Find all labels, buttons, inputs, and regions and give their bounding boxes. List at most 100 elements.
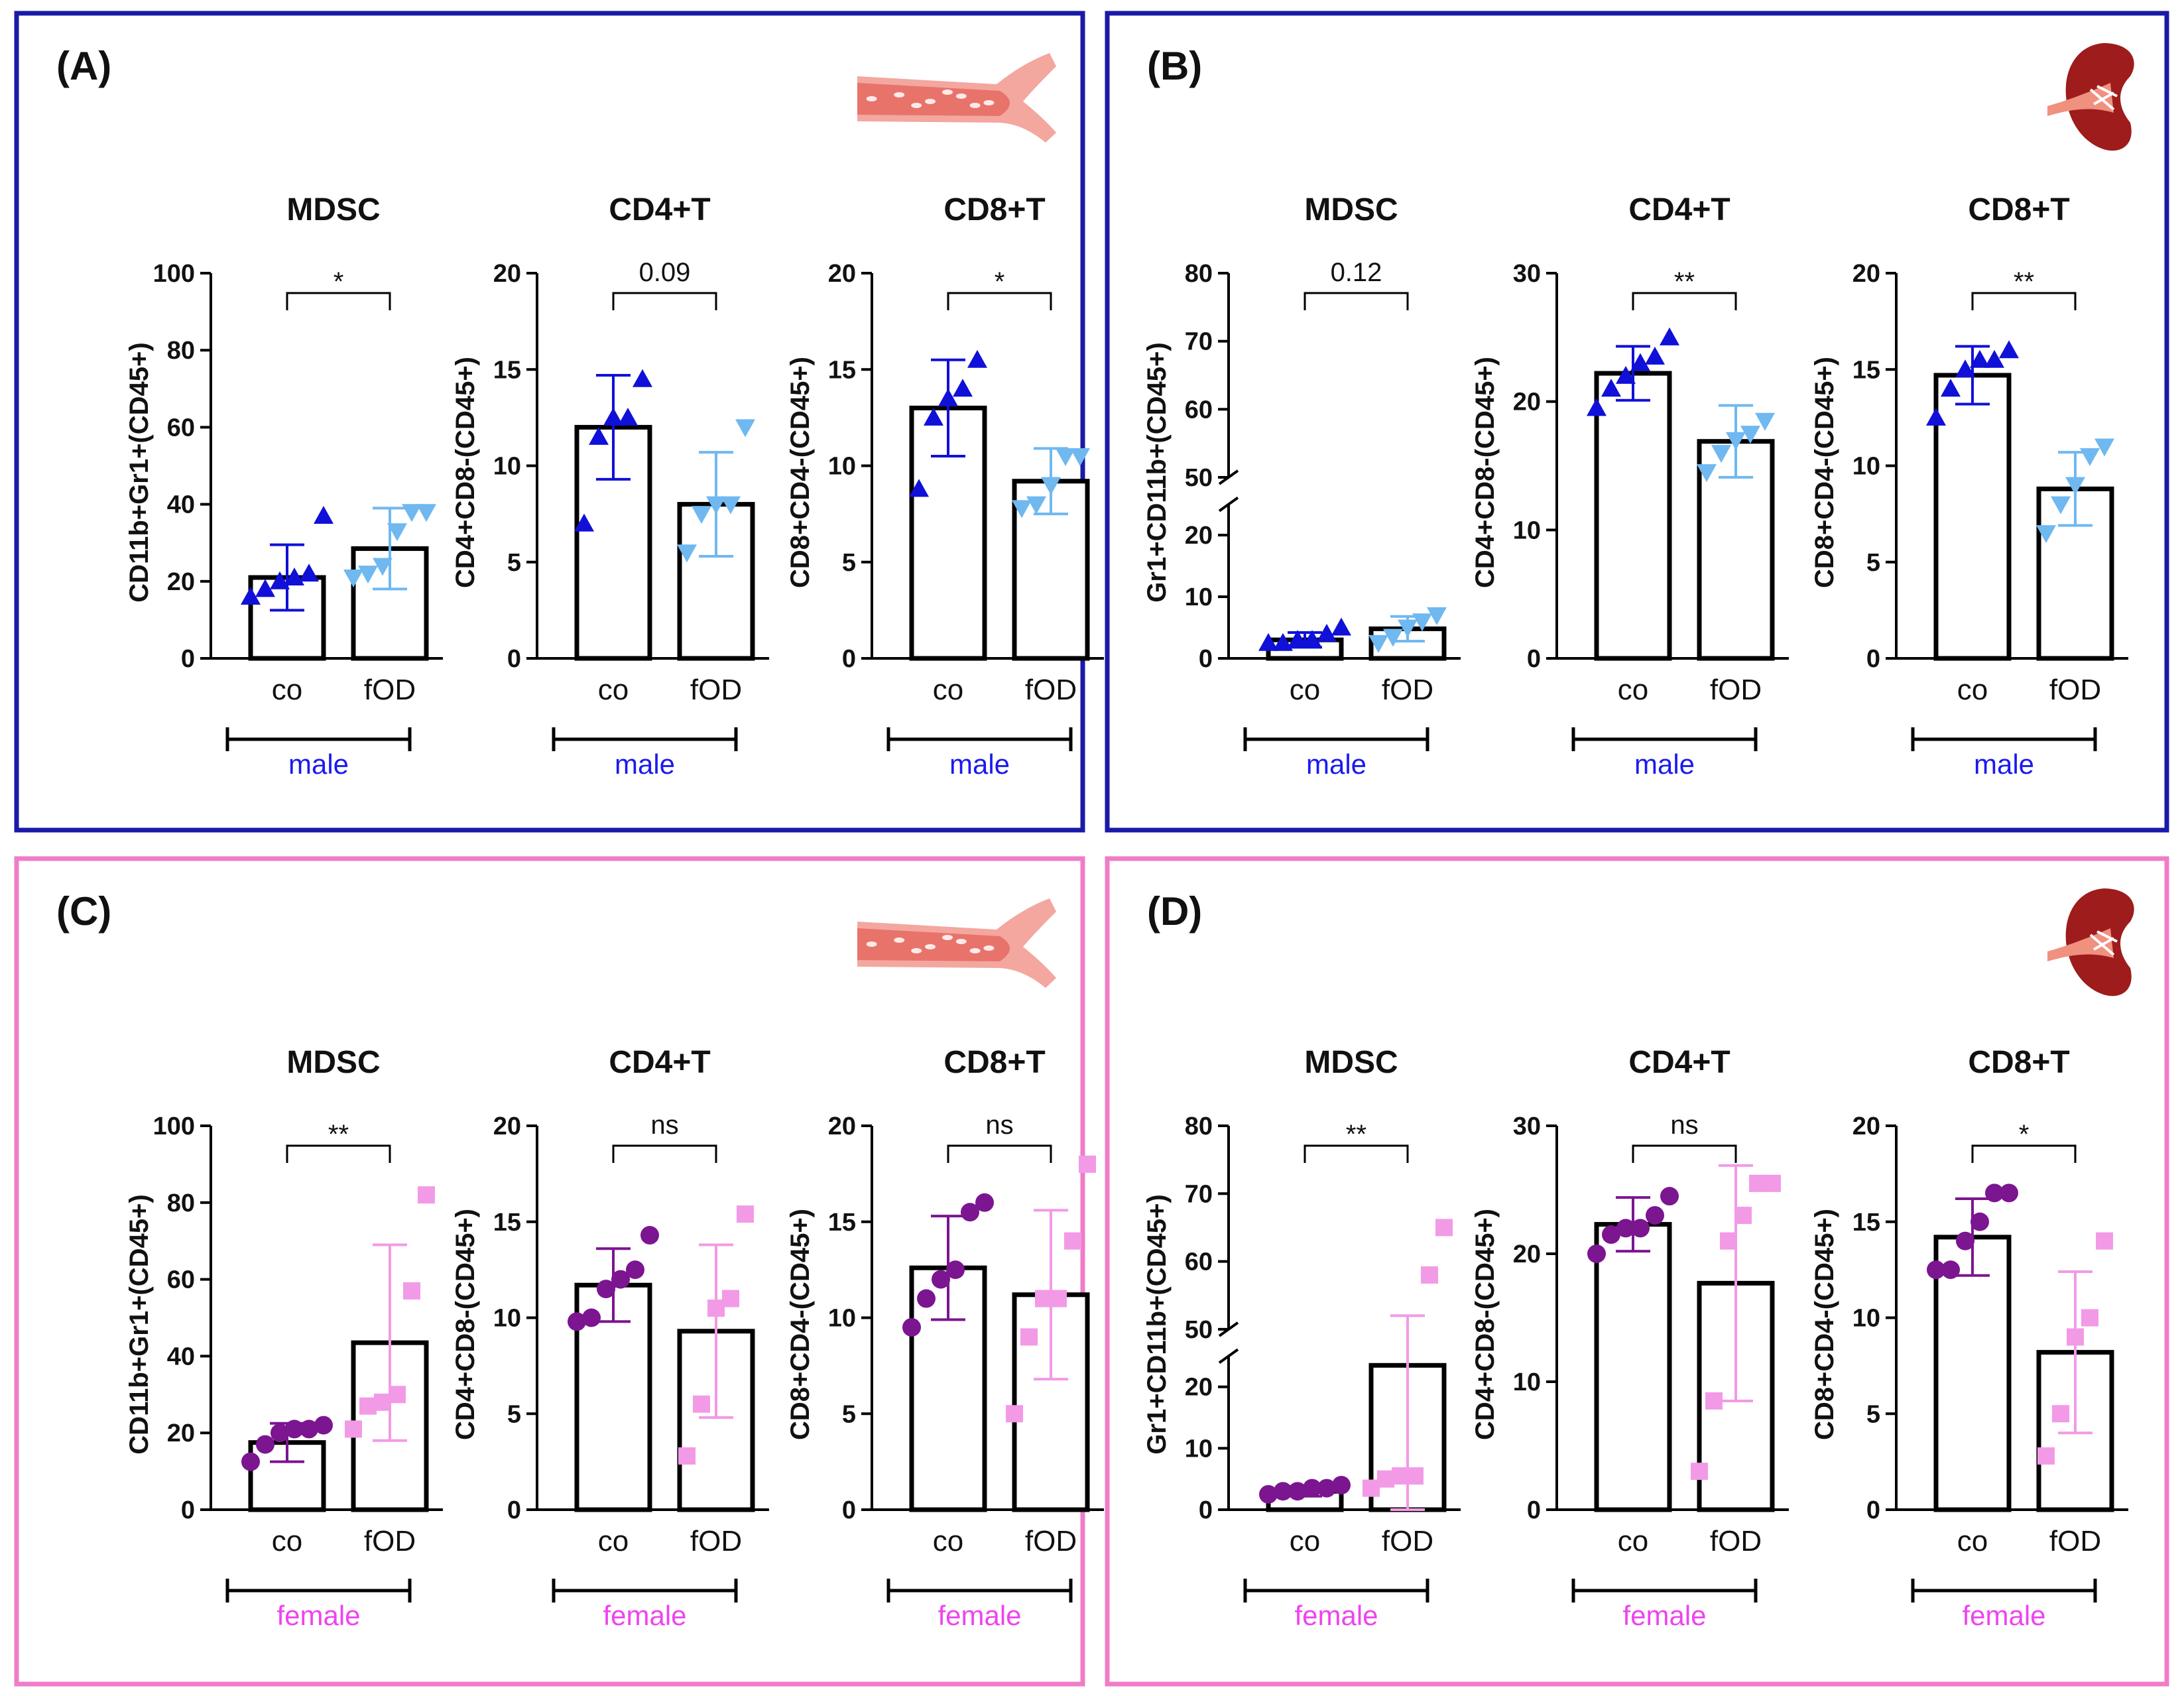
- category-label: co: [598, 1525, 629, 1557]
- data-point: [1711, 445, 1731, 463]
- data-point: [359, 1397, 377, 1415]
- chart-c-cd8t: 0 5 10 15 20 CD8+CD4-(CD45+) CD8+T ns co fOD femal…: [786, 1045, 1104, 1631]
- data-point: [271, 1423, 289, 1443]
- data-point: [387, 523, 407, 542]
- significance-bracket: [1304, 292, 1409, 310]
- y-tick-label: 20: [1513, 1241, 1541, 1268]
- significance-label: **: [1674, 267, 1695, 296]
- chart-title: CD4+T: [1628, 1045, 1730, 1080]
- chart-a-mdsc: 0 20 40 60 80 100 CD11b+Gr1+(CD45+) MDSC * co fOD m…: [125, 192, 443, 780]
- y-tick-label: 60: [1185, 1248, 1213, 1276]
- data-point: [1764, 1174, 1781, 1192]
- y-axis-label: Gr1+CD11b+(CD45+): [1142, 1194, 1172, 1454]
- data-point: [374, 1393, 391, 1411]
- data-point: [1749, 1174, 1766, 1192]
- data-point: [1363, 1479, 1380, 1497]
- bar-co: [1933, 373, 2012, 661]
- data-point: [735, 419, 755, 438]
- data-point: [1383, 629, 1403, 647]
- data-point: [975, 1193, 994, 1212]
- category-label: fOD: [1382, 1525, 1433, 1557]
- renal-pelvis: [2089, 85, 2118, 111]
- y-tick-label: 30: [1513, 1113, 1541, 1140]
- significance-bracket: [612, 1144, 717, 1163]
- y-tick-label: 0: [1199, 1496, 1213, 1524]
- data-point: [1317, 1479, 1336, 1498]
- data-point: [1020, 1328, 1038, 1346]
- data-point: [1427, 607, 1447, 625]
- data-point: [1435, 1219, 1453, 1237]
- panel-border: [14, 856, 1085, 1687]
- data-point: [1012, 500, 1032, 518]
- data-point: [1392, 1467, 1409, 1485]
- data-point: [373, 558, 393, 576]
- data-point: [1587, 398, 1607, 416]
- y-tick-label: 80: [167, 1189, 195, 1217]
- data-point: [2037, 1447, 2055, 1465]
- category-label: fOD: [1710, 1525, 1762, 1557]
- y-tick-label: 10: [1185, 583, 1213, 611]
- data-point: [677, 544, 697, 563]
- data-point: [1006, 1405, 1023, 1423]
- data-point: [1616, 1219, 1635, 1238]
- chart-d-cd8t: 0 5 10 15 20 CD8+CD4-(CD45+) CD8+T * co fOD female: [1810, 1045, 2128, 1631]
- y-tick-label: 15: [828, 356, 856, 384]
- group-label: female: [938, 1600, 1021, 1631]
- data-point: [1026, 496, 1046, 515]
- y-tick-label: 20: [1185, 522, 1213, 550]
- y-tick-label: 80: [1185, 1113, 1213, 1140]
- y-tick-label: 60: [167, 1266, 195, 1294]
- data-point: [1955, 359, 1975, 378]
- significance-label: **: [328, 1120, 349, 1149]
- group-label: female: [1294, 1600, 1378, 1631]
- y-tick-label: 20: [167, 568, 195, 596]
- group-label: male: [949, 749, 1010, 780]
- data-point: [2080, 448, 2100, 466]
- blood-cell: [983, 100, 995, 105]
- panel-b: (B): [1105, 11, 2169, 833]
- chart-title: MDSC: [286, 192, 380, 227]
- renal-vessel: [2047, 928, 2114, 961]
- blood-cell: [925, 944, 936, 949]
- data-point: [692, 506, 711, 524]
- y-tick-label: 80: [1185, 260, 1213, 288]
- data-point: [618, 407, 638, 426]
- y-tick-label: 5: [507, 1400, 521, 1428]
- y-tick-label: 0: [1199, 645, 1213, 673]
- data-point: [1999, 340, 2019, 359]
- blood-cell: [911, 103, 922, 108]
- blood-cell: [894, 938, 905, 943]
- y-tick-label: 20: [167, 1420, 195, 1447]
- y-tick-label: 0: [1866, 645, 1880, 673]
- y-tick-label: 5: [1866, 549, 1880, 577]
- chart-c-cd4t: 0 5 10 15 20 CD4+CD8-(CD45+) CD4+T ns co fOD femal…: [451, 1045, 769, 1631]
- data-point: [626, 1260, 644, 1280]
- data-point: [1927, 1260, 1945, 1280]
- y-axis-label: CD11b+Gr1+(CD45+): [125, 1194, 154, 1454]
- data-point: [1645, 346, 1665, 365]
- data-point: [2094, 438, 2114, 457]
- bar-co: [1594, 1222, 1672, 1512]
- data-point: [2051, 496, 2071, 515]
- group-label: male: [1306, 749, 1366, 780]
- y-tick-label: 15: [493, 356, 521, 384]
- data-point: [902, 1317, 921, 1337]
- y-tick-label: 40: [167, 1343, 195, 1370]
- data-point: [1755, 412, 1775, 431]
- category-label: co: [272, 1525, 302, 1557]
- data-point: [1368, 635, 1388, 653]
- y-tick-label: 0: [1527, 645, 1541, 673]
- kidney-icon: [2047, 888, 2134, 997]
- data-point: [1970, 349, 1990, 368]
- data-point: [403, 1282, 420, 1300]
- data-point: [1630, 353, 1650, 371]
- chart-b-cd4t: 0 10 20 30 CD4+CD8-(CD45+) CD4+T ** co fOD male: [1471, 192, 1789, 780]
- y-tick-label: 20: [1852, 1113, 1880, 1140]
- y-tick-label: 60: [167, 414, 195, 442]
- panel-d: (D): [1105, 856, 2169, 1687]
- category-label: co: [1618, 674, 1648, 706]
- category-label: fOD: [1025, 674, 1077, 706]
- blood-vessel-icon: [857, 898, 1056, 988]
- data-point: [241, 587, 261, 605]
- panel-label: (B): [1147, 44, 1202, 88]
